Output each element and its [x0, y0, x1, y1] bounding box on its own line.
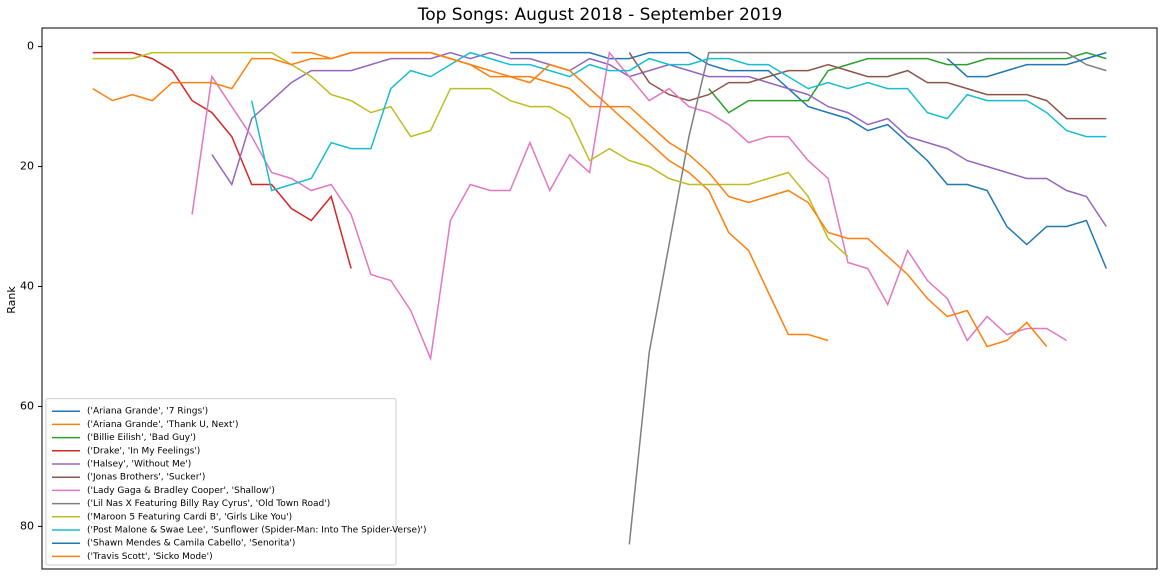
legend-label: ('Travis Scott', 'Sicko Mode')	[87, 552, 213, 562]
legend-box	[45, 398, 397, 566]
series-line	[708, 51, 1107, 114]
y-tick-label: 60	[20, 399, 34, 412]
legend-label: ('Billie Eilish', 'Bad Guy')	[87, 433, 196, 443]
series-line	[191, 50, 1067, 362]
series-line	[92, 51, 1048, 348]
legend-label: ('Halsey', 'Without Me')	[87, 460, 191, 470]
series-line	[92, 51, 849, 258]
legend-label: ('Jonas Brothers', 'Sucker')	[87, 473, 205, 483]
series-line	[211, 51, 1107, 227]
series-line	[946, 51, 1107, 78]
legend-label: ('Ariana Grande', '7 Rings')	[87, 407, 208, 417]
legend-label: ('Lady Gaga & Bradley Cooper', 'Shallow'…	[87, 486, 275, 496]
plot-frame	[41, 27, 1158, 570]
legend-label: ('Shawn Mendes & Camila Cabello', 'Senor…	[87, 539, 295, 549]
legend-label: ('Ariana Grande', 'Thank U, Next')	[87, 420, 239, 430]
y-axis-label: Rank	[5, 286, 18, 314]
legend-label: ('Drake', 'In My Feelings')	[87, 446, 200, 456]
y-tick-label: 80	[20, 519, 34, 532]
y-tick-label: 0	[27, 40, 34, 53]
chart-title: Top Songs: August 2018 - September 2019	[417, 5, 783, 25]
legend-label: ('Post Malone & Swae Lee', 'Sunflower (S…	[87, 526, 427, 536]
series-line	[628, 52, 1107, 120]
legend-label: ('Lil Nas X Featuring Billy Ray Cyrus', …	[87, 499, 330, 509]
series-line	[92, 51, 352, 269]
legend-label: ('Maroon 5 Featuring Cardi B', 'Girls Li…	[87, 512, 292, 522]
series-line	[628, 51, 1107, 545]
y-tick-label: 40	[20, 280, 34, 293]
series-line	[250, 51, 1107, 192]
series-line	[291, 51, 829, 342]
series-line	[510, 51, 1107, 269]
y-tick-label: 20	[20, 160, 34, 173]
